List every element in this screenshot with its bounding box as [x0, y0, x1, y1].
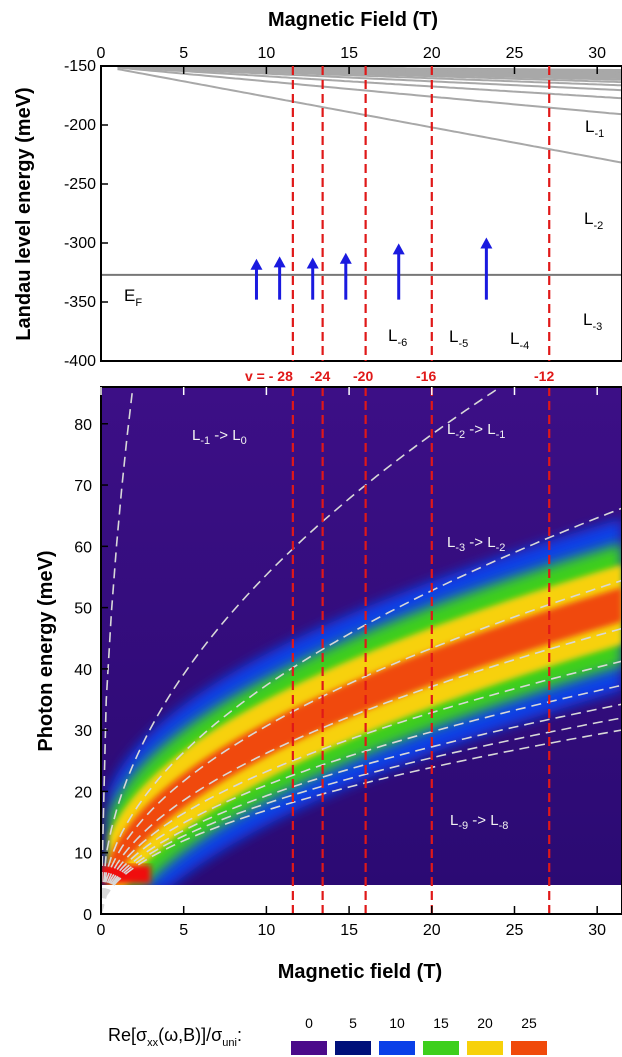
x-tick-label: 10: [257, 45, 275, 62]
transition-curve: [101, 703, 622, 914]
transition-arrowhead: [250, 258, 263, 270]
series-label: L-5: [449, 327, 468, 350]
y-tick-label: 50: [74, 601, 92, 618]
transition-curve: [101, 387, 502, 914]
bottom-plot-frame: [100, 386, 622, 915]
colorbar-swatch: [511, 1041, 547, 1055]
colorbar-swatches: 0 5 10 15 20 25: [291, 1015, 547, 1055]
transition-curve: [101, 717, 622, 914]
transition-arrowhead: [339, 252, 352, 264]
filling-factor-lines: [291, 66, 551, 914]
top-axis-ticks: 0 5 10 15 20 25 30 -150 -200 -250 -300 -350 -400: [64, 45, 606, 370]
x-tick-label: 25: [506, 922, 524, 939]
low-energy-cutoff: [101, 885, 622, 914]
filling-factor-label: -24: [310, 368, 330, 384]
filling-factor-label: v = - 28: [245, 368, 293, 384]
series-labels: L-1 L-2 L-3 L-4 L-5 L-6: [388, 117, 604, 352]
transition-arrowhead: [480, 237, 493, 249]
colorbar-label: Re[σxx(ω,B)]/σuni:: [108, 1025, 242, 1049]
x-tick-label: 0: [97, 922, 106, 939]
landau-level-curve: [117, 66, 622, 100]
x-tick-label: 5: [179, 922, 188, 939]
filling-factor-label: -20: [353, 368, 373, 384]
colorbar-swatch: [291, 1041, 327, 1055]
bottom-x-axis-title: Magnetic field (T): [278, 961, 442, 983]
colorbar-swatch: [467, 1041, 503, 1055]
y-tick-label: 10: [74, 846, 92, 863]
transition-curve: [101, 507, 622, 914]
photon-energy-panel: v = - 28 -24 -20 -16 -12 L-1 -> L0 L-2 -> L-1…: [35, 66, 622, 983]
filling-factor-labels: v = - 28 -24 -20 -16 -12: [245, 368, 554, 384]
landau-level-curve: [117, 66, 622, 116]
transition-curve: [101, 627, 622, 914]
transition-label: L-1 -> L0: [192, 427, 247, 447]
top-x-axis-title: Magnetic Field (T): [268, 9, 438, 31]
transition-curve: [101, 684, 622, 914]
transition-curve: [101, 579, 622, 914]
colorbar-legend: Re[σxx(ω,B)]/σuni: 0 5 10 15 20 25: [108, 1015, 547, 1055]
colorbar-tick-label: 10: [389, 1015, 405, 1031]
colorbar-tick-label: 0: [305, 1015, 313, 1031]
landau-level-curves: [117, 66, 622, 164]
x-tick-label: 30: [588, 922, 606, 939]
y-tick-label: -400: [64, 353, 96, 370]
x-tick-label: 30: [588, 45, 606, 62]
bottom-y-axis-title: Photon energy (meV): [35, 550, 57, 751]
series-label: L-1: [585, 117, 604, 140]
y-tick-label: 0: [83, 907, 92, 924]
colorbar-swatch: [379, 1041, 415, 1055]
filling-factor-label: -16: [416, 368, 436, 384]
x-tick-label: 20: [423, 922, 441, 939]
fermi-label: EF: [124, 286, 142, 309]
colorbar-tick-label: 25: [521, 1015, 537, 1031]
x-tick-label: 15: [340, 45, 358, 62]
series-label: L-3: [583, 310, 602, 333]
transition-arrowhead: [392, 243, 405, 255]
colorbar-swatch: [423, 1041, 459, 1055]
transition-label: L-2 -> L-1: [447, 421, 505, 441]
transition-arrowhead: [306, 257, 319, 269]
y-tick-label: -300: [64, 235, 96, 252]
colorbar-tick-label: 5: [349, 1015, 357, 1031]
y-tick-label: -350: [64, 294, 96, 311]
landau-level-panel: Magnetic Field (T) Landau level energy (…: [13, 9, 622, 370]
y-tick-label: -200: [64, 117, 96, 134]
series-label: L-6: [388, 326, 407, 349]
x-tick-label: 10: [257, 922, 275, 939]
y-tick-label: -250: [64, 176, 96, 193]
colorbar-tick-label: 20: [477, 1015, 493, 1031]
x-tick-label: 15: [340, 922, 358, 939]
transition-curve: [101, 729, 622, 914]
y-tick-label: 60: [74, 539, 92, 556]
x-tick-label: 0: [97, 45, 106, 62]
transition-curves: [101, 387, 622, 914]
colorbar-tick-label: 15: [433, 1015, 449, 1031]
bottom-axis-ticks: 0 5 10 15 20 25 30 0 10 20 30 40 50 60 70 80: [74, 387, 606, 939]
heatmap-band: [109, 587, 622, 890]
landau-level-curve: [117, 68, 622, 164]
colorbar-swatch: [335, 1041, 371, 1055]
x-tick-label: 5: [179, 45, 188, 62]
filling-factor-label: -12: [534, 368, 554, 384]
y-tick-label: 80: [74, 417, 92, 434]
top-plot-frame: [100, 65, 622, 362]
transition-labels: L-1 -> L0 L-2 -> L-1 L-3 -> L-2 L-9 -> L-8: [192, 421, 508, 832]
y-tick-label: 40: [74, 662, 92, 679]
y-tick-label: -150: [64, 58, 96, 75]
x-tick-label: 20: [423, 45, 441, 62]
series-label: L-2: [584, 209, 603, 232]
y-tick-label: 20: [74, 784, 92, 801]
x-tick-label: 25: [506, 45, 524, 62]
y-tick-label: 30: [74, 723, 92, 740]
transition-arrowhead: [273, 256, 286, 268]
y-tick-label: 70: [74, 478, 92, 495]
transition-label: L-3 -> L-2: [447, 534, 505, 554]
top-y-axis-title: Landau level energy (meV): [13, 87, 35, 340]
series-label: L-4: [510, 329, 529, 352]
transition-arrows: [250, 237, 493, 300]
transition-label: L-9 -> L-8: [450, 812, 508, 832]
